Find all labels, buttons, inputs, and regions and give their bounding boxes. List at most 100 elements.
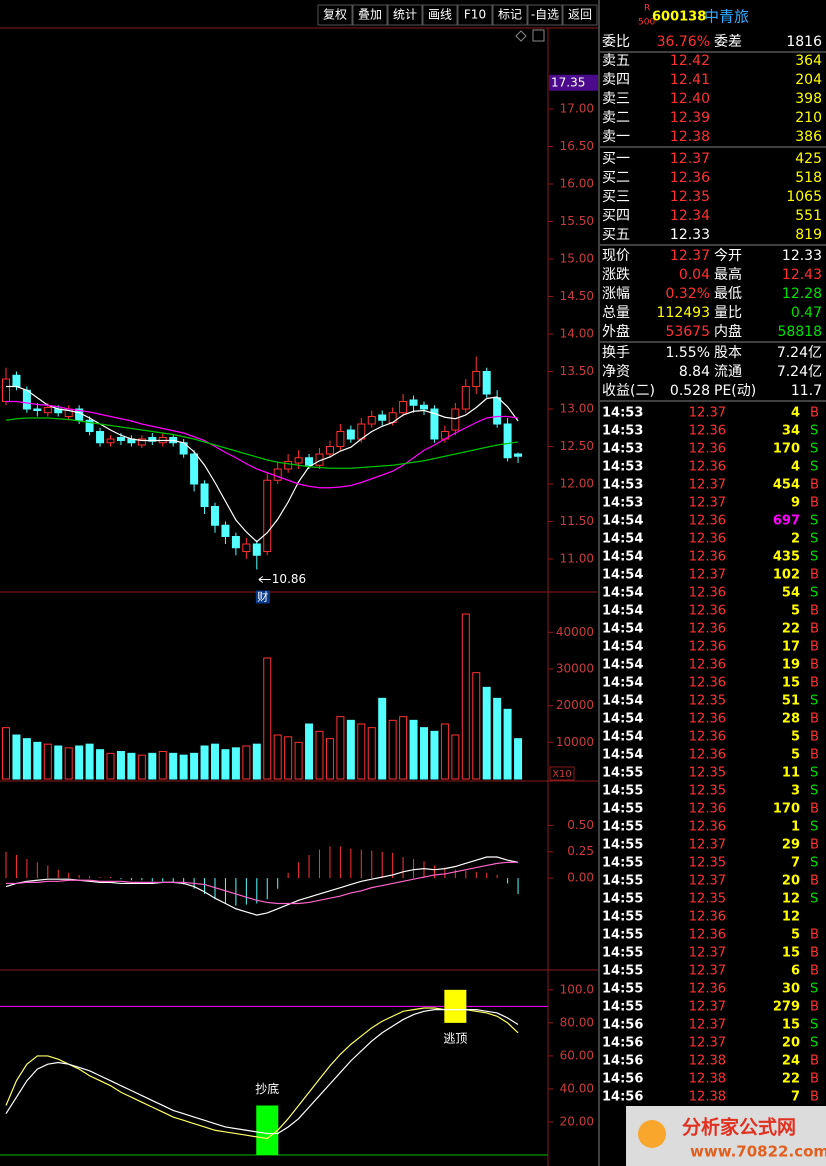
- trade-side: B: [810, 478, 819, 493]
- quote-cell: 58818: [777, 324, 822, 340]
- trade-side: B: [810, 838, 819, 853]
- volume-bar: [430, 730, 439, 780]
- trade-time: 14:56: [602, 1018, 643, 1033]
- trade-price: 12.38: [689, 1054, 726, 1069]
- trade-side: B: [810, 946, 819, 961]
- trade-price: 12.36: [689, 604, 726, 619]
- toolbar-button[interactable]: [317, 4, 353, 26]
- quote-cell: 股本: [714, 345, 742, 361]
- quote-cell: 12.36: [670, 170, 710, 186]
- quote-cell: 0.04: [679, 267, 710, 283]
- cursor-price-box: [549, 74, 598, 91]
- toolbar-button[interactable]: [562, 4, 598, 26]
- trade-side: S: [810, 586, 818, 601]
- volume-bar: [388, 719, 397, 780]
- quote-cell: 112493: [657, 305, 710, 321]
- toolbar-button[interactable]: [527, 4, 563, 26]
- quote-cell: 7.24亿: [777, 364, 822, 380]
- toolbar-label[interactable]: 复权: [323, 8, 347, 22]
- toolbar-button[interactable]: [422, 4, 458, 26]
- volume-bar: [43, 743, 52, 780]
- y-tick-label: 0.00: [567, 871, 594, 885]
- trade-price: 12.36: [689, 928, 726, 943]
- quote-cell: 卖五: [602, 53, 630, 69]
- trade-time: 14:54: [602, 712, 643, 727]
- trade-volume: 12: [782, 910, 800, 925]
- candle-body: [325, 446, 334, 455]
- trade-side: B: [810, 874, 819, 889]
- trade-price: 12.37: [689, 496, 726, 511]
- volume-bar: [137, 754, 146, 780]
- trade-side: B: [810, 802, 819, 817]
- trade-time: 14:54: [602, 586, 643, 601]
- volume-bar: [294, 741, 303, 780]
- toolbar-label[interactable]: 叠加: [358, 8, 382, 22]
- macd-line: [5, 856, 519, 916]
- toolbar-label[interactable]: -自选: [531, 8, 559, 22]
- trade-side: S: [810, 892, 818, 907]
- volume-bar: [169, 752, 178, 780]
- event-box: [255, 590, 270, 604]
- toolbar-button[interactable]: [352, 4, 388, 26]
- candle-body: [503, 423, 512, 459]
- trade-volume: 5: [791, 928, 800, 943]
- trade-time: 14:53: [602, 478, 643, 493]
- signal-label: 抄底: [255, 1081, 279, 1096]
- trade-volume: 6: [791, 964, 800, 979]
- quote-cell: 12.40: [670, 91, 710, 107]
- toolbar-button[interactable]: [492, 4, 528, 26]
- trade-time: 14:54: [602, 622, 643, 637]
- toolbar-label[interactable]: 画线: [428, 8, 452, 22]
- toolbar-button[interactable]: [457, 4, 493, 26]
- trade-price: 12.36: [689, 910, 726, 925]
- volume-bar: [315, 730, 324, 780]
- quote-cell: 内盘: [714, 323, 742, 340]
- quote-cell: 买二: [602, 170, 630, 186]
- volume-bar: [273, 734, 282, 780]
- candle-body: [2, 378, 10, 402]
- volume-bar: [96, 749, 105, 780]
- toolbar-label[interactable]: 返回: [568, 8, 592, 22]
- quote-cell: 最低: [714, 286, 742, 302]
- candle-body: [148, 437, 157, 442]
- volume-bar: [503, 708, 512, 780]
- quote-cell: 12.37: [670, 151, 710, 167]
- y-tick-label: 14.50: [560, 289, 594, 303]
- trade-time: 14:55: [602, 910, 643, 925]
- candle-body: [346, 429, 355, 440]
- candle-body: [493, 397, 502, 425]
- candle-body: [200, 483, 209, 507]
- trade-volume: 5: [791, 604, 800, 619]
- trade-volume: 12: [782, 892, 800, 907]
- trade-volume: 15: [782, 946, 800, 961]
- moving-average: [6, 385, 519, 543]
- toolbar-label[interactable]: 标记: [498, 8, 522, 22]
- trade-side: S: [810, 514, 818, 529]
- y-tick-label: 20000: [556, 698, 594, 712]
- toolbar-button[interactable]: [387, 4, 423, 26]
- volume-bar: [357, 723, 366, 780]
- trade-side: B: [810, 406, 819, 421]
- y-tick-label: 10000: [556, 735, 594, 749]
- trade-side: B: [810, 730, 819, 745]
- moving-average: [5, 417, 519, 469]
- trade-time: 14:56: [602, 1072, 643, 1087]
- trade-volume: 20: [782, 874, 800, 889]
- window-icon[interactable]: [532, 29, 545, 42]
- toolbar-label[interactable]: 统计: [393, 8, 417, 22]
- toolbar-label[interactable]: F10: [464, 8, 486, 22]
- trade-time: 14:55: [602, 802, 643, 817]
- candle-body: [273, 468, 282, 481]
- volume-bar: [64, 747, 73, 780]
- y-tick-label: 12.50: [560, 439, 594, 453]
- window-icon[interactable]: [515, 30, 527, 42]
- trade-side: S: [810, 694, 818, 709]
- trade-time: 14:55: [602, 856, 643, 871]
- trade-volume: 454: [773, 478, 800, 493]
- trade-side: B: [810, 748, 819, 763]
- trade-side: S: [810, 820, 818, 835]
- trade-volume: 5: [791, 748, 800, 763]
- trade-volume: 435: [773, 550, 800, 565]
- trade-price: 12.35: [689, 784, 726, 799]
